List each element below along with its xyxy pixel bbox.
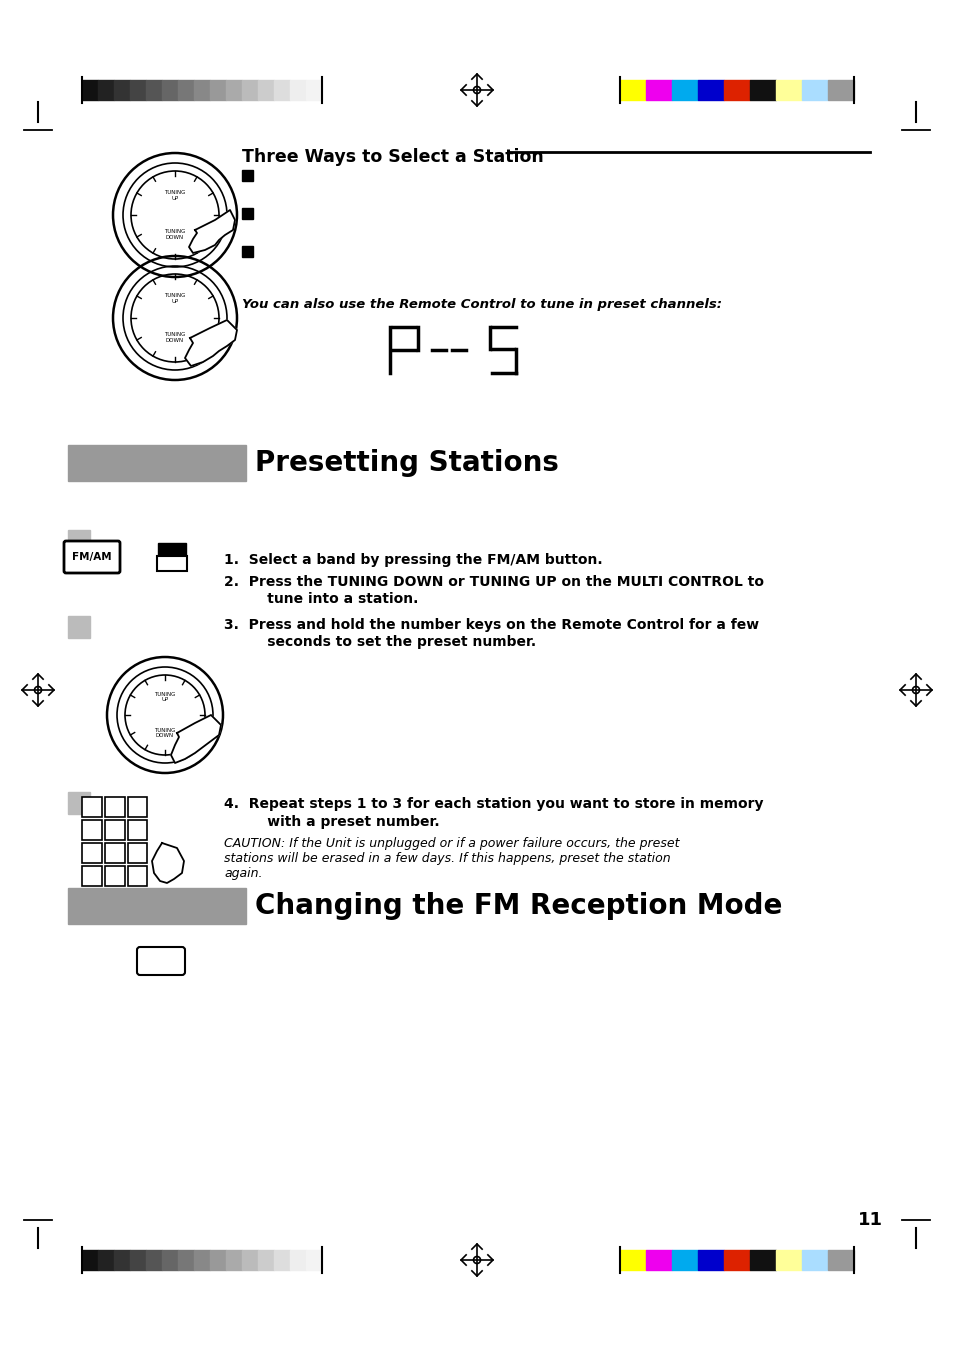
Bar <box>749 1251 775 1270</box>
Text: TUNING
UP: TUNING UP <box>164 293 186 304</box>
Bar <box>242 208 253 219</box>
Bar <box>698 80 723 100</box>
FancyBboxPatch shape <box>105 819 125 840</box>
Bar <box>146 80 162 100</box>
FancyBboxPatch shape <box>105 865 125 886</box>
FancyBboxPatch shape <box>128 819 148 840</box>
FancyBboxPatch shape <box>137 946 185 975</box>
Bar <box>306 1251 322 1270</box>
Bar <box>274 80 290 100</box>
Bar <box>645 1251 671 1270</box>
Bar <box>113 80 130 100</box>
Bar <box>98 1251 113 1270</box>
FancyBboxPatch shape <box>64 541 120 573</box>
Bar <box>290 1251 306 1270</box>
Bar <box>162 80 178 100</box>
Bar <box>290 80 306 100</box>
Bar <box>619 1251 645 1270</box>
Bar <box>68 617 90 638</box>
Text: 2.  Press the TUNING DOWN or TUNING UP on the MULTI CONTROL to: 2. Press the TUNING DOWN or TUNING UP on… <box>224 575 763 589</box>
Bar <box>723 1251 749 1270</box>
FancyBboxPatch shape <box>128 796 148 817</box>
FancyBboxPatch shape <box>81 842 101 863</box>
FancyBboxPatch shape <box>128 865 148 886</box>
Text: TUNING
DOWN: TUNING DOWN <box>164 333 186 343</box>
FancyBboxPatch shape <box>128 842 148 863</box>
Bar <box>257 80 274 100</box>
Bar <box>130 80 146 100</box>
Bar <box>306 80 322 100</box>
Text: Presetting Stations: Presetting Stations <box>254 449 558 477</box>
Bar <box>158 544 186 557</box>
Bar <box>671 1251 698 1270</box>
Bar <box>68 792 90 814</box>
Text: 11: 11 <box>857 1211 882 1229</box>
Bar <box>226 1251 242 1270</box>
Bar <box>671 80 698 100</box>
Bar <box>827 1251 853 1270</box>
Bar <box>82 80 98 100</box>
Text: CAUTION: If the Unit is unplugged or if a power failure occurs, the preset: CAUTION: If the Unit is unplugged or if … <box>224 837 679 850</box>
Bar <box>775 1251 801 1270</box>
Text: TUNING
DOWN: TUNING DOWN <box>154 727 175 738</box>
FancyBboxPatch shape <box>157 556 187 571</box>
Bar <box>749 80 775 100</box>
Bar <box>210 1251 226 1270</box>
Bar <box>130 1251 146 1270</box>
Bar <box>645 80 671 100</box>
Text: with a preset number.: with a preset number. <box>237 815 439 829</box>
Bar <box>827 80 853 100</box>
FancyBboxPatch shape <box>105 842 125 863</box>
Bar <box>68 445 246 481</box>
Text: You can also use the Remote Control to tune in preset channels:: You can also use the Remote Control to t… <box>242 297 721 311</box>
Bar <box>113 1251 130 1270</box>
Bar <box>162 1251 178 1270</box>
Text: 3.  Press and hold the number keys on the Remote Control for a few: 3. Press and hold the number keys on the… <box>224 618 759 631</box>
FancyBboxPatch shape <box>81 819 101 840</box>
Polygon shape <box>152 844 184 883</box>
Bar <box>178 80 193 100</box>
Text: again.: again. <box>224 867 262 880</box>
Text: 1.  Select a band by pressing the FM/AM button.: 1. Select a band by pressing the FM/AM b… <box>224 553 602 566</box>
Text: stations will be erased in a few days. If this happens, preset the station: stations will be erased in a few days. I… <box>224 852 670 865</box>
Text: TUNING
UP: TUNING UP <box>164 189 186 200</box>
Bar <box>193 80 210 100</box>
Bar <box>801 1251 827 1270</box>
Text: FM/AM: FM/AM <box>72 552 112 562</box>
FancyBboxPatch shape <box>81 796 101 817</box>
Text: tune into a station.: tune into a station. <box>237 592 418 606</box>
Bar <box>698 1251 723 1270</box>
Text: 4.  Repeat steps 1 to 3 for each station you want to store in memory: 4. Repeat steps 1 to 3 for each station … <box>224 796 762 811</box>
Bar <box>98 80 113 100</box>
Bar <box>210 80 226 100</box>
Bar <box>274 1251 290 1270</box>
Text: Changing the FM Reception Mode: Changing the FM Reception Mode <box>254 892 781 919</box>
FancyBboxPatch shape <box>81 865 101 886</box>
Bar <box>242 246 253 257</box>
Bar <box>257 1251 274 1270</box>
Bar <box>775 80 801 100</box>
Bar <box>242 170 253 181</box>
Bar <box>226 80 242 100</box>
Bar <box>242 80 257 100</box>
Bar <box>146 1251 162 1270</box>
Text: TUNING
UP: TUNING UP <box>154 692 175 703</box>
Polygon shape <box>189 210 234 253</box>
Bar <box>723 80 749 100</box>
Text: TUNING
DOWN: TUNING DOWN <box>164 230 186 241</box>
Polygon shape <box>171 715 221 763</box>
Bar <box>801 80 827 100</box>
FancyBboxPatch shape <box>105 796 125 817</box>
Polygon shape <box>185 320 236 366</box>
Bar <box>178 1251 193 1270</box>
Bar <box>82 1251 98 1270</box>
Bar <box>68 530 90 552</box>
Bar <box>68 888 246 923</box>
Bar <box>193 1251 210 1270</box>
Bar <box>619 80 645 100</box>
Text: Three Ways to Select a Station: Three Ways to Select a Station <box>242 147 543 166</box>
Text: seconds to set the preset number.: seconds to set the preset number. <box>237 635 536 649</box>
Bar <box>242 1251 257 1270</box>
